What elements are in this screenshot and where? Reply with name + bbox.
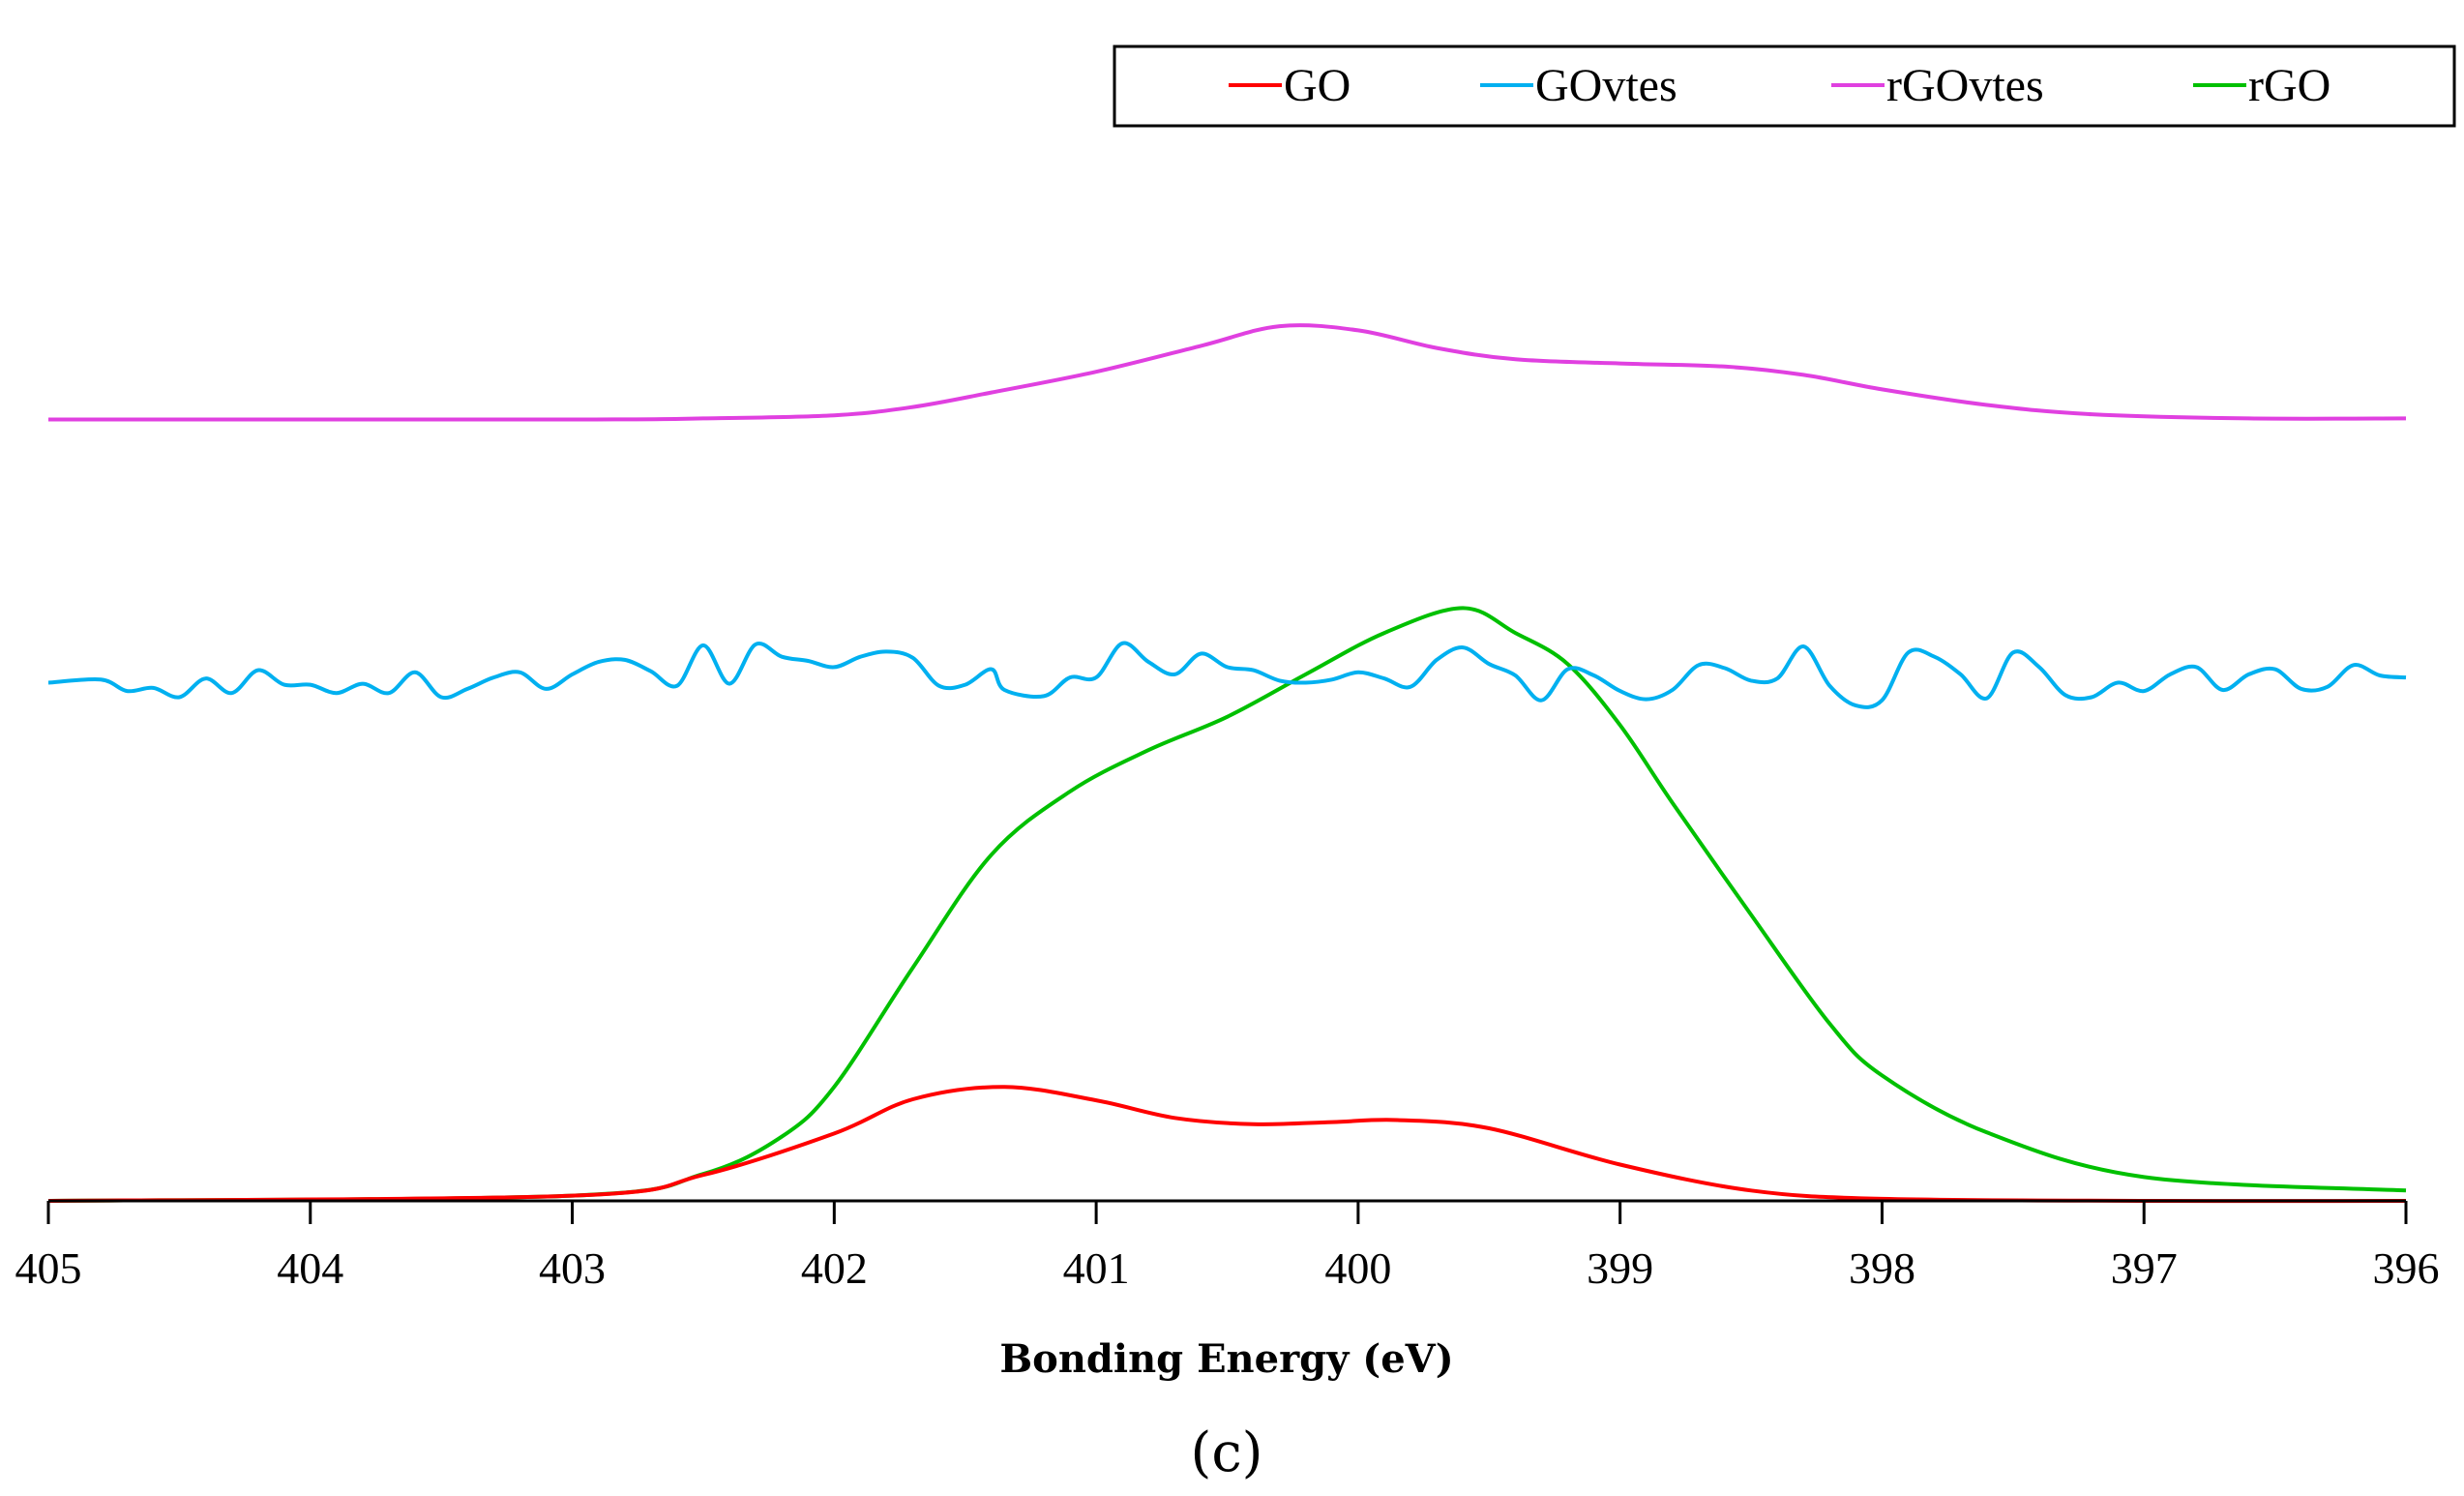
figure-caption: (c) — [1190, 1421, 1262, 1484]
x-tick-label: 398 — [1849, 1243, 1915, 1293]
x-tick-label: 399 — [1587, 1243, 1653, 1293]
legend-label-rgovtes: rGOvtes — [1886, 60, 2044, 111]
series-layer — [47, 323, 2407, 1204]
series-line-go — [47, 1085, 2407, 1204]
x-tick-label: 401 — [1063, 1243, 1130, 1293]
x-tick-label: 396 — [2373, 1243, 2440, 1293]
x-tick-label: 402 — [801, 1243, 868, 1293]
x-tick-label: 403 — [539, 1243, 606, 1293]
x-axis-title: Bonding Energy (eV) — [999, 1336, 1453, 1382]
x-tick-label: 405 — [15, 1243, 82, 1293]
legend-label-rgo: rGO — [2248, 60, 2330, 111]
x-tick-label: 400 — [1324, 1243, 1391, 1293]
x-axis-ticks: 405 404 403 402 401 400 399 398 397 396 — [15, 1201, 2440, 1293]
legend-label-govtes: GOvtes — [1535, 60, 1677, 111]
legend-label-go: GO — [1284, 60, 1351, 111]
x-tick-label: 404 — [277, 1243, 343, 1293]
x-tick-label: 397 — [2111, 1243, 2178, 1293]
series-line-rgo — [47, 606, 2407, 1203]
series-line-rgovtes — [47, 323, 2407, 422]
legend: GO GOvtes rGOvtes rGO — [1113, 45, 2456, 128]
series-line-govtes — [47, 641, 2407, 709]
